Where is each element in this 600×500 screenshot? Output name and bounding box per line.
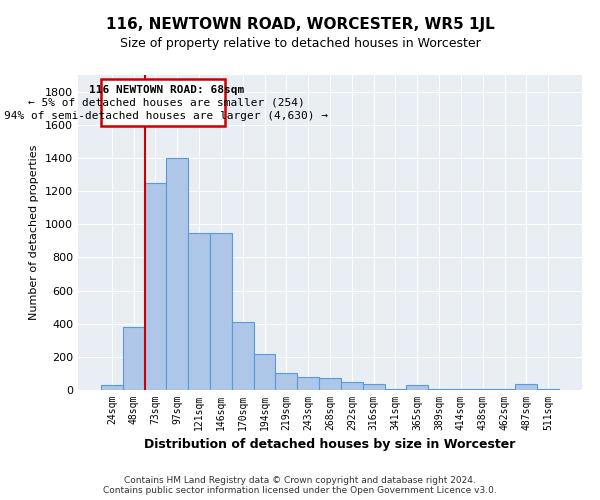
Bar (188, 232, 210, 390)
Bar (472, 389, 494, 390)
Text: ← 5% of detached houses are smaller (254): ← 5% of detached houses are smaller (254… (28, 98, 305, 108)
Bar (145, 183, 166, 390)
Bar (254, 354, 275, 390)
Bar (428, 389, 450, 390)
Bar (385, 389, 406, 390)
Text: 94% of semi-detached houses are larger (4,630) →: 94% of semi-detached houses are larger (… (4, 111, 328, 121)
Bar (363, 384, 385, 390)
Text: Contains HM Land Registry data © Crown copyright and database right 2024.
Contai: Contains HM Land Registry data © Crown c… (103, 476, 497, 495)
Bar (123, 327, 145, 390)
Text: 116, NEWTOWN ROAD, WORCESTER, WR5 1JL: 116, NEWTOWN ROAD, WORCESTER, WR5 1JL (106, 18, 494, 32)
Text: Size of property relative to detached houses in Worcester: Size of property relative to detached ho… (119, 38, 481, 51)
Bar (341, 382, 363, 390)
Bar (166, 158, 188, 390)
Y-axis label: Number of detached properties: Number of detached properties (29, 145, 40, 320)
Bar (515, 384, 537, 390)
Bar (406, 385, 428, 390)
Bar (101, 385, 123, 390)
Bar (275, 372, 297, 390)
Bar (210, 232, 232, 390)
Bar (537, 389, 559, 390)
Bar (450, 389, 472, 390)
FancyBboxPatch shape (101, 79, 225, 126)
Bar (494, 389, 515, 390)
Bar (319, 378, 341, 390)
Text: 116 NEWTOWN ROAD: 68sqm: 116 NEWTOWN ROAD: 68sqm (89, 84, 244, 94)
Bar (232, 322, 254, 390)
Bar (297, 376, 319, 390)
X-axis label: Distribution of detached houses by size in Worcester: Distribution of detached houses by size … (145, 438, 515, 452)
